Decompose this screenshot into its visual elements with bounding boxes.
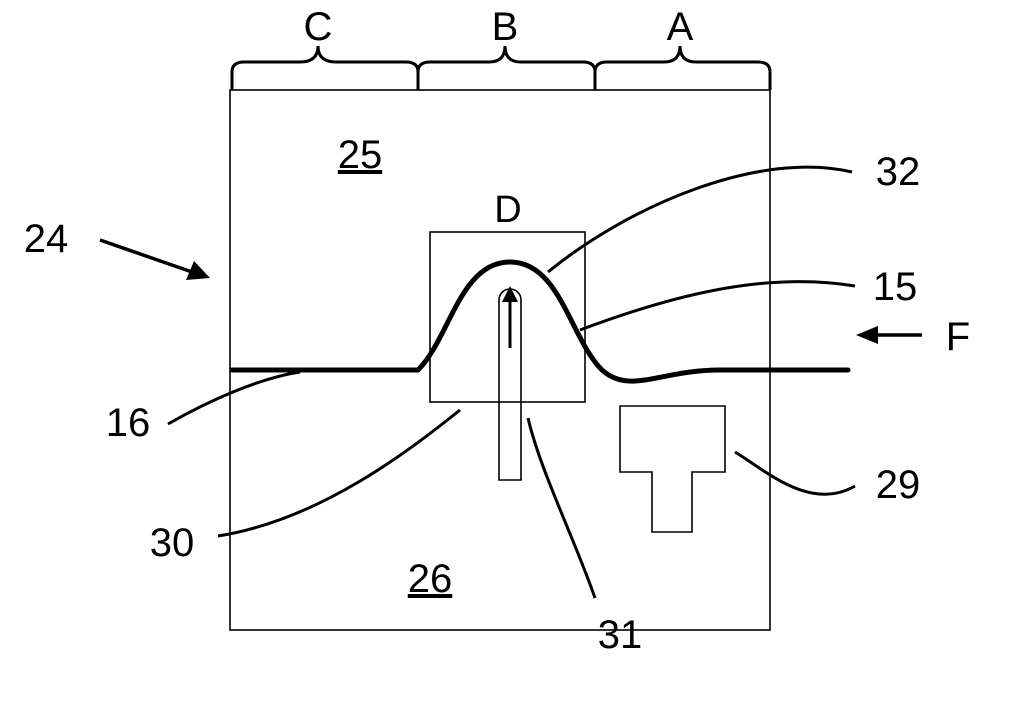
label-26: 26: [408, 557, 453, 601]
leader-32: [548, 167, 852, 272]
label-a: A: [667, 5, 694, 49]
leader-30: [218, 410, 460, 536]
label-16: 16: [106, 401, 151, 445]
filament-line: [232, 262, 848, 381]
arrow-f: [856, 326, 922, 344]
label-30: 30: [150, 521, 195, 565]
label-f: F: [946, 315, 970, 359]
label-b: B: [492, 5, 519, 49]
tee-shape-29: [620, 406, 725, 532]
label-32: 32: [876, 150, 921, 194]
label-24: 24: [24, 217, 69, 261]
label-c: C: [304, 5, 333, 49]
label-31: 31: [598, 613, 643, 657]
leader-31: [528, 418, 595, 598]
pin-arrow: [502, 286, 518, 348]
brace-a: [595, 46, 770, 90]
label-d: D: [494, 189, 521, 231]
leader-29: [735, 452, 855, 494]
brace-b: [418, 46, 595, 90]
brace-c: [232, 46, 418, 90]
leader-16: [168, 372, 300, 424]
label-25: 25: [338, 133, 383, 177]
leader-15: [580, 282, 855, 330]
main-rect: [230, 90, 770, 630]
arrow-24: [100, 240, 210, 280]
diagram-svg: C B A D F 24 25 26 32 15 16 29 30 31: [0, 0, 1030, 713]
label-15: 15: [873, 265, 918, 309]
label-29: 29: [876, 463, 921, 507]
